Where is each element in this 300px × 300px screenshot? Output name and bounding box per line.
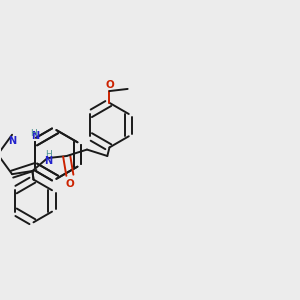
- Text: N: N: [8, 136, 16, 146]
- Text: O: O: [105, 80, 114, 90]
- Text: O: O: [66, 179, 74, 189]
- Text: H: H: [45, 150, 52, 159]
- Text: N: N: [31, 131, 39, 141]
- Text: H: H: [30, 129, 37, 138]
- Text: N: N: [44, 155, 52, 166]
